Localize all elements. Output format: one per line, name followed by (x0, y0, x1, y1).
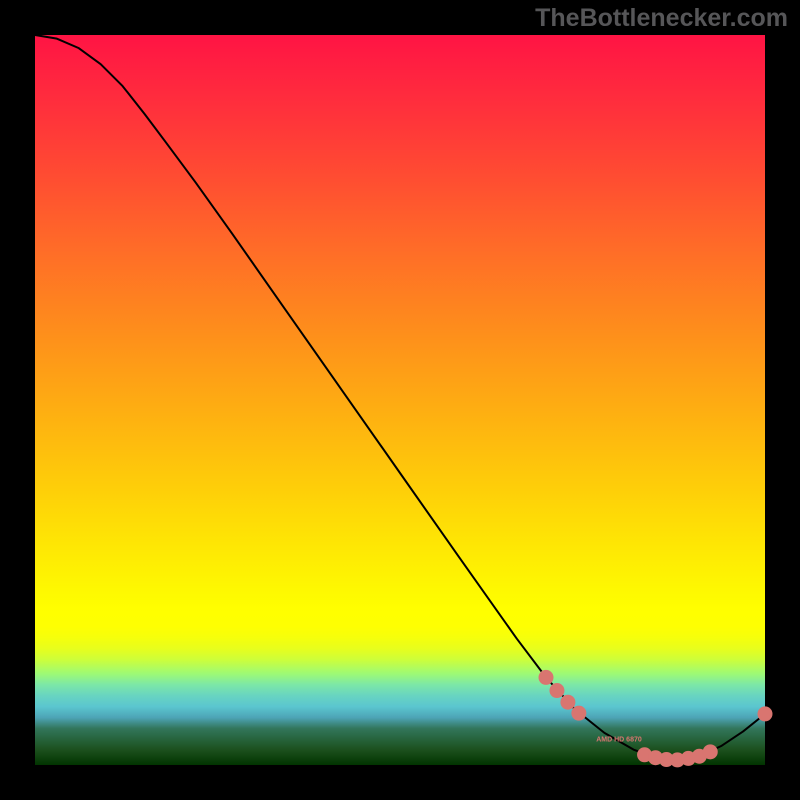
plot-background (35, 35, 765, 765)
data-marker (549, 683, 564, 698)
chart-container: TheBottlenecker.com AMD HD 6870 (0, 0, 800, 800)
data-marker (539, 670, 554, 685)
chart-svg: AMD HD 6870 (0, 0, 800, 800)
marker-label: AMD HD 6870 (596, 737, 642, 744)
data-marker (571, 706, 586, 721)
data-marker (758, 706, 773, 721)
data-marker (703, 744, 718, 759)
data-marker (560, 695, 575, 710)
